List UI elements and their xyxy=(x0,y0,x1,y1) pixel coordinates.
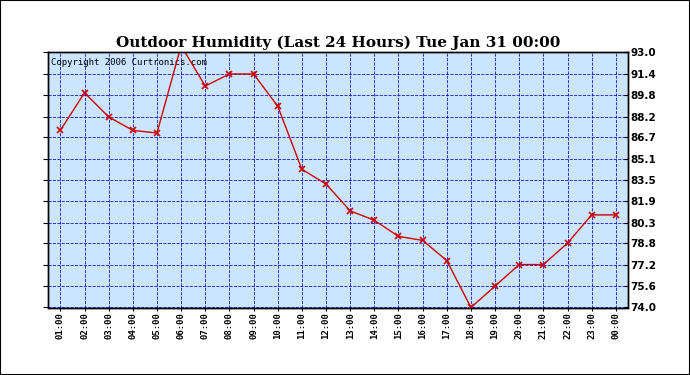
Text: Copyright 2006 Curtronics.com: Copyright 2006 Curtronics.com xyxy=(51,58,207,67)
Title: Outdoor Humidity (Last 24 Hours) Tue Jan 31 00:00: Outdoor Humidity (Last 24 Hours) Tue Jan… xyxy=(116,36,560,50)
